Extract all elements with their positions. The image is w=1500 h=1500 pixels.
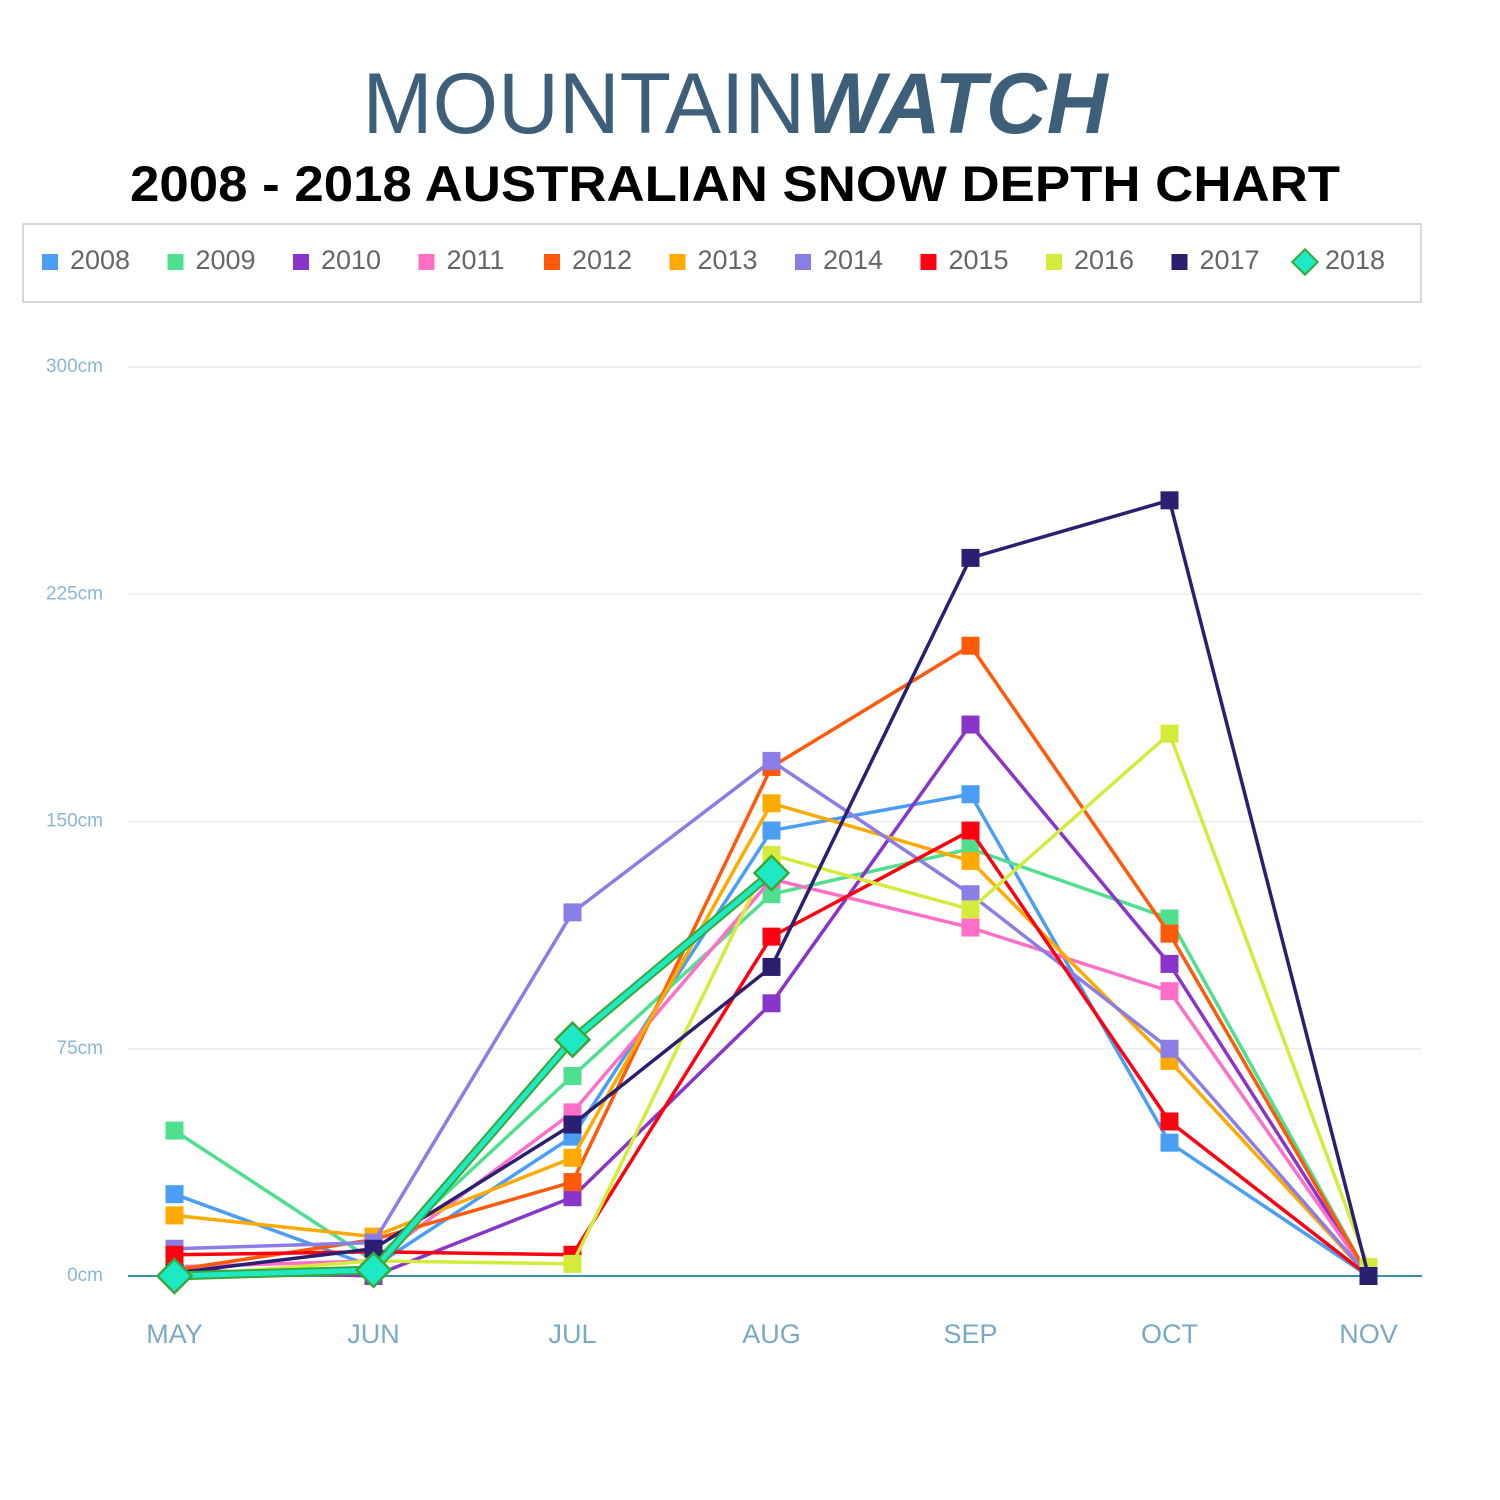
- marker: [165, 1206, 184, 1225]
- legend-marker: [1290, 247, 1320, 277]
- series-line: [174, 871, 774, 1279]
- marker: [961, 900, 980, 919]
- marker: [1359, 1267, 1378, 1285]
- marker: [1160, 491, 1179, 510]
- marker: [553, 1020, 592, 1059]
- marker: [1160, 954, 1179, 973]
- marker: [961, 821, 980, 840]
- legend-label: 2014: [823, 245, 883, 275]
- marker: [961, 918, 980, 937]
- marker: [762, 885, 781, 904]
- x-tick-label: SEP: [943, 1319, 997, 1349]
- marker: [165, 1185, 184, 1204]
- legend-label: 2009: [196, 245, 256, 275]
- x-tick-label: MAY: [146, 1319, 203, 1349]
- legend-label: 2012: [572, 245, 632, 275]
- marker: [563, 903, 582, 922]
- logo-bold: WATCH: [805, 56, 1109, 152]
- y-tick-label: 225cm: [46, 583, 103, 604]
- marker: [961, 885, 980, 904]
- marker: [752, 854, 791, 892]
- y-tick-label: 150cm: [46, 811, 103, 832]
- marker: [1160, 1112, 1179, 1131]
- legend-label: 2015: [949, 245, 1009, 275]
- marker: [563, 1254, 582, 1273]
- marker: [563, 1115, 582, 1134]
- marker: [762, 821, 781, 840]
- marker: [961, 548, 980, 567]
- x-tick-label: OCT: [1141, 1319, 1198, 1349]
- legend-label: 2008: [70, 245, 130, 275]
- marker: [1160, 909, 1179, 928]
- marker: [1160, 924, 1179, 943]
- marker: [762, 957, 781, 976]
- legend-label: 2018: [1325, 245, 1385, 275]
- marker: [563, 1067, 582, 1086]
- marker: [155, 1257, 194, 1295]
- x-tick-label: AUG: [742, 1319, 801, 1349]
- marker: [563, 1148, 582, 1167]
- marker: [762, 794, 781, 813]
- legend-marker: [1046, 254, 1062, 270]
- chart-title: 2008 - 2018 AUSTRALIAN SNOW DEPTH CHART: [130, 156, 1340, 212]
- marker: [165, 1245, 184, 1264]
- marker: [961, 636, 980, 655]
- legend-marker: [920, 254, 937, 270]
- y-tick-label: 0cm: [67, 1265, 103, 1286]
- legend-label: 2016: [1074, 245, 1134, 275]
- marker: [1160, 724, 1179, 743]
- logo-light: MOUNTAIN: [363, 56, 806, 152]
- y-tick-label: 75cm: [57, 1038, 103, 1059]
- legend-box: [22, 223, 1422, 303]
- legend-marker: [293, 254, 309, 270]
- legend-label: 2010: [321, 245, 381, 275]
- legend-marker: [669, 254, 686, 270]
- series-line: [173, 847, 1371, 1277]
- legend-marker: [1171, 254, 1188, 270]
- x-tick-label: JUL: [548, 1319, 596, 1349]
- legend-marker: [167, 254, 184, 270]
- legend-label: 2017: [1200, 245, 1260, 275]
- legend-label: 2011: [447, 245, 505, 275]
- marker: [762, 751, 781, 770]
- logo: MOUNTAINWATCH: [363, 56, 1110, 152]
- marker: [563, 1173, 582, 1192]
- marker: [961, 715, 980, 734]
- marker: [364, 1239, 383, 1258]
- marker: [1160, 1133, 1179, 1152]
- marker: [563, 1188, 582, 1207]
- legend-marker: [42, 254, 58, 270]
- y-tick-label: 300cm: [46, 356, 103, 377]
- legend-marker: [795, 254, 811, 270]
- marker: [1160, 982, 1179, 1001]
- marker: [961, 785, 980, 804]
- x-tick-label: NOV: [1339, 1319, 1398, 1349]
- legend-marker: [544, 254, 560, 270]
- legend-marker: [418, 254, 435, 270]
- marker: [165, 1121, 184, 1140]
- marker: [762, 927, 781, 946]
- marker: [1160, 1039, 1179, 1058]
- marker: [961, 851, 980, 870]
- legend-label: 2013: [698, 245, 758, 275]
- x-tick-label: JUN: [347, 1319, 400, 1349]
- marker: [354, 1251, 393, 1289]
- marker: [762, 994, 781, 1013]
